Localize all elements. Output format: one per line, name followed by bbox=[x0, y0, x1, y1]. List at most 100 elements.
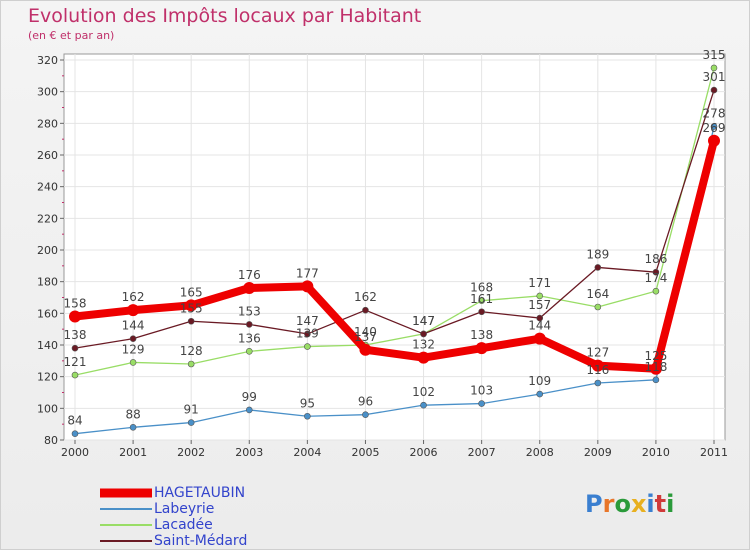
point-saint-m-dard bbox=[420, 330, 427, 338]
data-label-lacad-e: 128 bbox=[180, 344, 203, 358]
x-tick-label: 2003 bbox=[235, 446, 263, 459]
point-saint-m-dard bbox=[652, 268, 660, 276]
data-label-lacad-e: 171 bbox=[528, 276, 551, 290]
data-label-labeyrie: 99 bbox=[242, 390, 257, 404]
point-saint-m-dard bbox=[594, 264, 602, 271]
data-label-labeyrie: 116 bbox=[586, 363, 609, 377]
data-label-saint-m-dard: 155 bbox=[180, 301, 203, 315]
data-label-saint-m-dard: 189 bbox=[586, 247, 609, 261]
point-hagetaubin bbox=[417, 351, 430, 364]
legend-swatch-labeyrie bbox=[100, 508, 152, 510]
point-lacad-e bbox=[710, 64, 718, 72]
point-saint-m-dard bbox=[304, 330, 311, 338]
legend-label-hagetaubin: HAGETAUBIN bbox=[154, 485, 246, 501]
data-label-lacad-e: 315 bbox=[703, 48, 726, 62]
point-labeyrie bbox=[187, 419, 195, 426]
point-saint-m-dard bbox=[245, 321, 253, 328]
x-tick-label: 2007 bbox=[468, 446, 496, 459]
proxiti-logo: Proxiti bbox=[585, 490, 675, 518]
point-labeyrie bbox=[71, 430, 79, 437]
x-tick-label: 2010 bbox=[642, 446, 670, 459]
y-tick-label: 240 bbox=[37, 181, 58, 194]
point-lacad-e bbox=[304, 343, 311, 350]
point-saint-m-dard bbox=[362, 306, 369, 314]
data-label-hagetaubin: 176 bbox=[238, 268, 261, 282]
data-label-lacad-e: 139 bbox=[296, 327, 319, 341]
point-hagetaubin bbox=[591, 359, 604, 372]
series-line-saint-m-dard bbox=[74, 89, 715, 349]
point-hagetaubin bbox=[533, 332, 546, 345]
data-label-saint-m-dard: 153 bbox=[238, 304, 261, 318]
data-label-labeyrie: 278 bbox=[703, 107, 726, 121]
point-labeyrie bbox=[652, 376, 660, 384]
data-label-saint-m-dard: 186 bbox=[644, 252, 667, 266]
point-labeyrie bbox=[129, 424, 137, 431]
series-line-lacad-e bbox=[74, 67, 715, 376]
point-saint-m-dard bbox=[536, 314, 544, 322]
data-label-labeyrie: 95 bbox=[300, 396, 315, 410]
x-tick-label: 2001 bbox=[119, 446, 147, 459]
data-label-saint-m-dard: 138 bbox=[64, 328, 87, 342]
y-tick-label: 300 bbox=[37, 86, 58, 99]
legend-label-labeyrie: Labeyrie bbox=[154, 501, 215, 517]
x-tick-label: 2009 bbox=[584, 446, 612, 459]
point-hagetaubin bbox=[127, 304, 140, 317]
point-lacad-e bbox=[536, 292, 544, 300]
point-labeyrie bbox=[245, 406, 253, 414]
y-tick-label: 180 bbox=[37, 276, 58, 289]
data-label-saint-m-dard: 162 bbox=[354, 290, 377, 304]
data-label-hagetaubin: 137 bbox=[354, 330, 377, 344]
data-label-lacad-e: 129 bbox=[122, 342, 145, 356]
point-hagetaubin bbox=[185, 299, 198, 312]
point-saint-m-dard bbox=[710, 86, 718, 94]
legend-swatch-saint-medard bbox=[100, 540, 152, 542]
legend-swatch-lacadee bbox=[100, 524, 152, 526]
data-label-hagetaubin: 162 bbox=[122, 290, 145, 304]
x-tick-label: 2005 bbox=[351, 446, 379, 459]
point-hagetaubin bbox=[359, 343, 372, 356]
data-label-hagetaubin: 158 bbox=[64, 297, 87, 311]
point-lacad-e bbox=[245, 348, 253, 355]
data-label-labeyrie: 102 bbox=[412, 385, 435, 399]
point-labeyrie bbox=[710, 123, 718, 130]
legend-item-lacadee: Lacadée bbox=[100, 517, 360, 533]
data-label-labeyrie: 103 bbox=[470, 384, 493, 398]
point-labeyrie bbox=[304, 412, 311, 420]
legend-item-hagetaubin: HAGETAUBIN bbox=[100, 485, 360, 501]
data-label-saint-m-dard: 161 bbox=[470, 292, 493, 306]
data-label-labeyrie: 88 bbox=[125, 407, 140, 421]
point-labeyrie bbox=[420, 401, 427, 409]
data-label-labeyrie: 118 bbox=[644, 360, 667, 374]
data-label-lacad-e: 140 bbox=[354, 325, 377, 339]
legend-item-labeyrie: Labeyrie bbox=[100, 501, 360, 517]
point-hagetaubin bbox=[649, 362, 662, 375]
point-labeyrie bbox=[478, 400, 485, 407]
point-labeyrie bbox=[362, 411, 369, 418]
chart-subtitle: (en € et par an) bbox=[28, 29, 115, 42]
x-tick-label: 2008 bbox=[526, 446, 554, 459]
point-lacad-e bbox=[652, 287, 660, 295]
x-tick-label: 2002 bbox=[177, 446, 205, 459]
legend-item-saint-medard: Saint-Médard bbox=[100, 533, 360, 549]
point-hagetaubin bbox=[69, 310, 81, 323]
data-label-saint-m-dard: 147 bbox=[412, 314, 435, 328]
series-line-labeyrie bbox=[74, 126, 715, 435]
point-lacad-e bbox=[478, 297, 485, 304]
legend-label-lacadee: Lacadée bbox=[154, 517, 213, 533]
y-tick-label: 320 bbox=[37, 54, 58, 67]
chart-title: Evolution des Impôts locaux par Habitant bbox=[28, 5, 422, 27]
data-label-saint-m-dard: 147 bbox=[296, 314, 319, 328]
data-label-hagetaubin: 132 bbox=[412, 338, 435, 352]
y-tick-label: 280 bbox=[37, 117, 58, 130]
point-hagetaubin bbox=[243, 282, 256, 294]
y-tick-label: 120 bbox=[37, 371, 58, 384]
series-line-hagetaubin bbox=[74, 139, 718, 373]
x-tick-label: 2004 bbox=[293, 446, 321, 459]
point-hagetaubin bbox=[708, 134, 720, 147]
data-label-labeyrie: 96 bbox=[358, 395, 373, 409]
legend-swatch-hagetaubin bbox=[100, 488, 152, 498]
y-tick-label: 80 bbox=[44, 434, 58, 447]
data-label-hagetaubin: 144 bbox=[528, 319, 551, 333]
data-label-saint-m-dard: 157 bbox=[528, 298, 551, 312]
data-label-labeyrie: 84 bbox=[67, 414, 82, 428]
